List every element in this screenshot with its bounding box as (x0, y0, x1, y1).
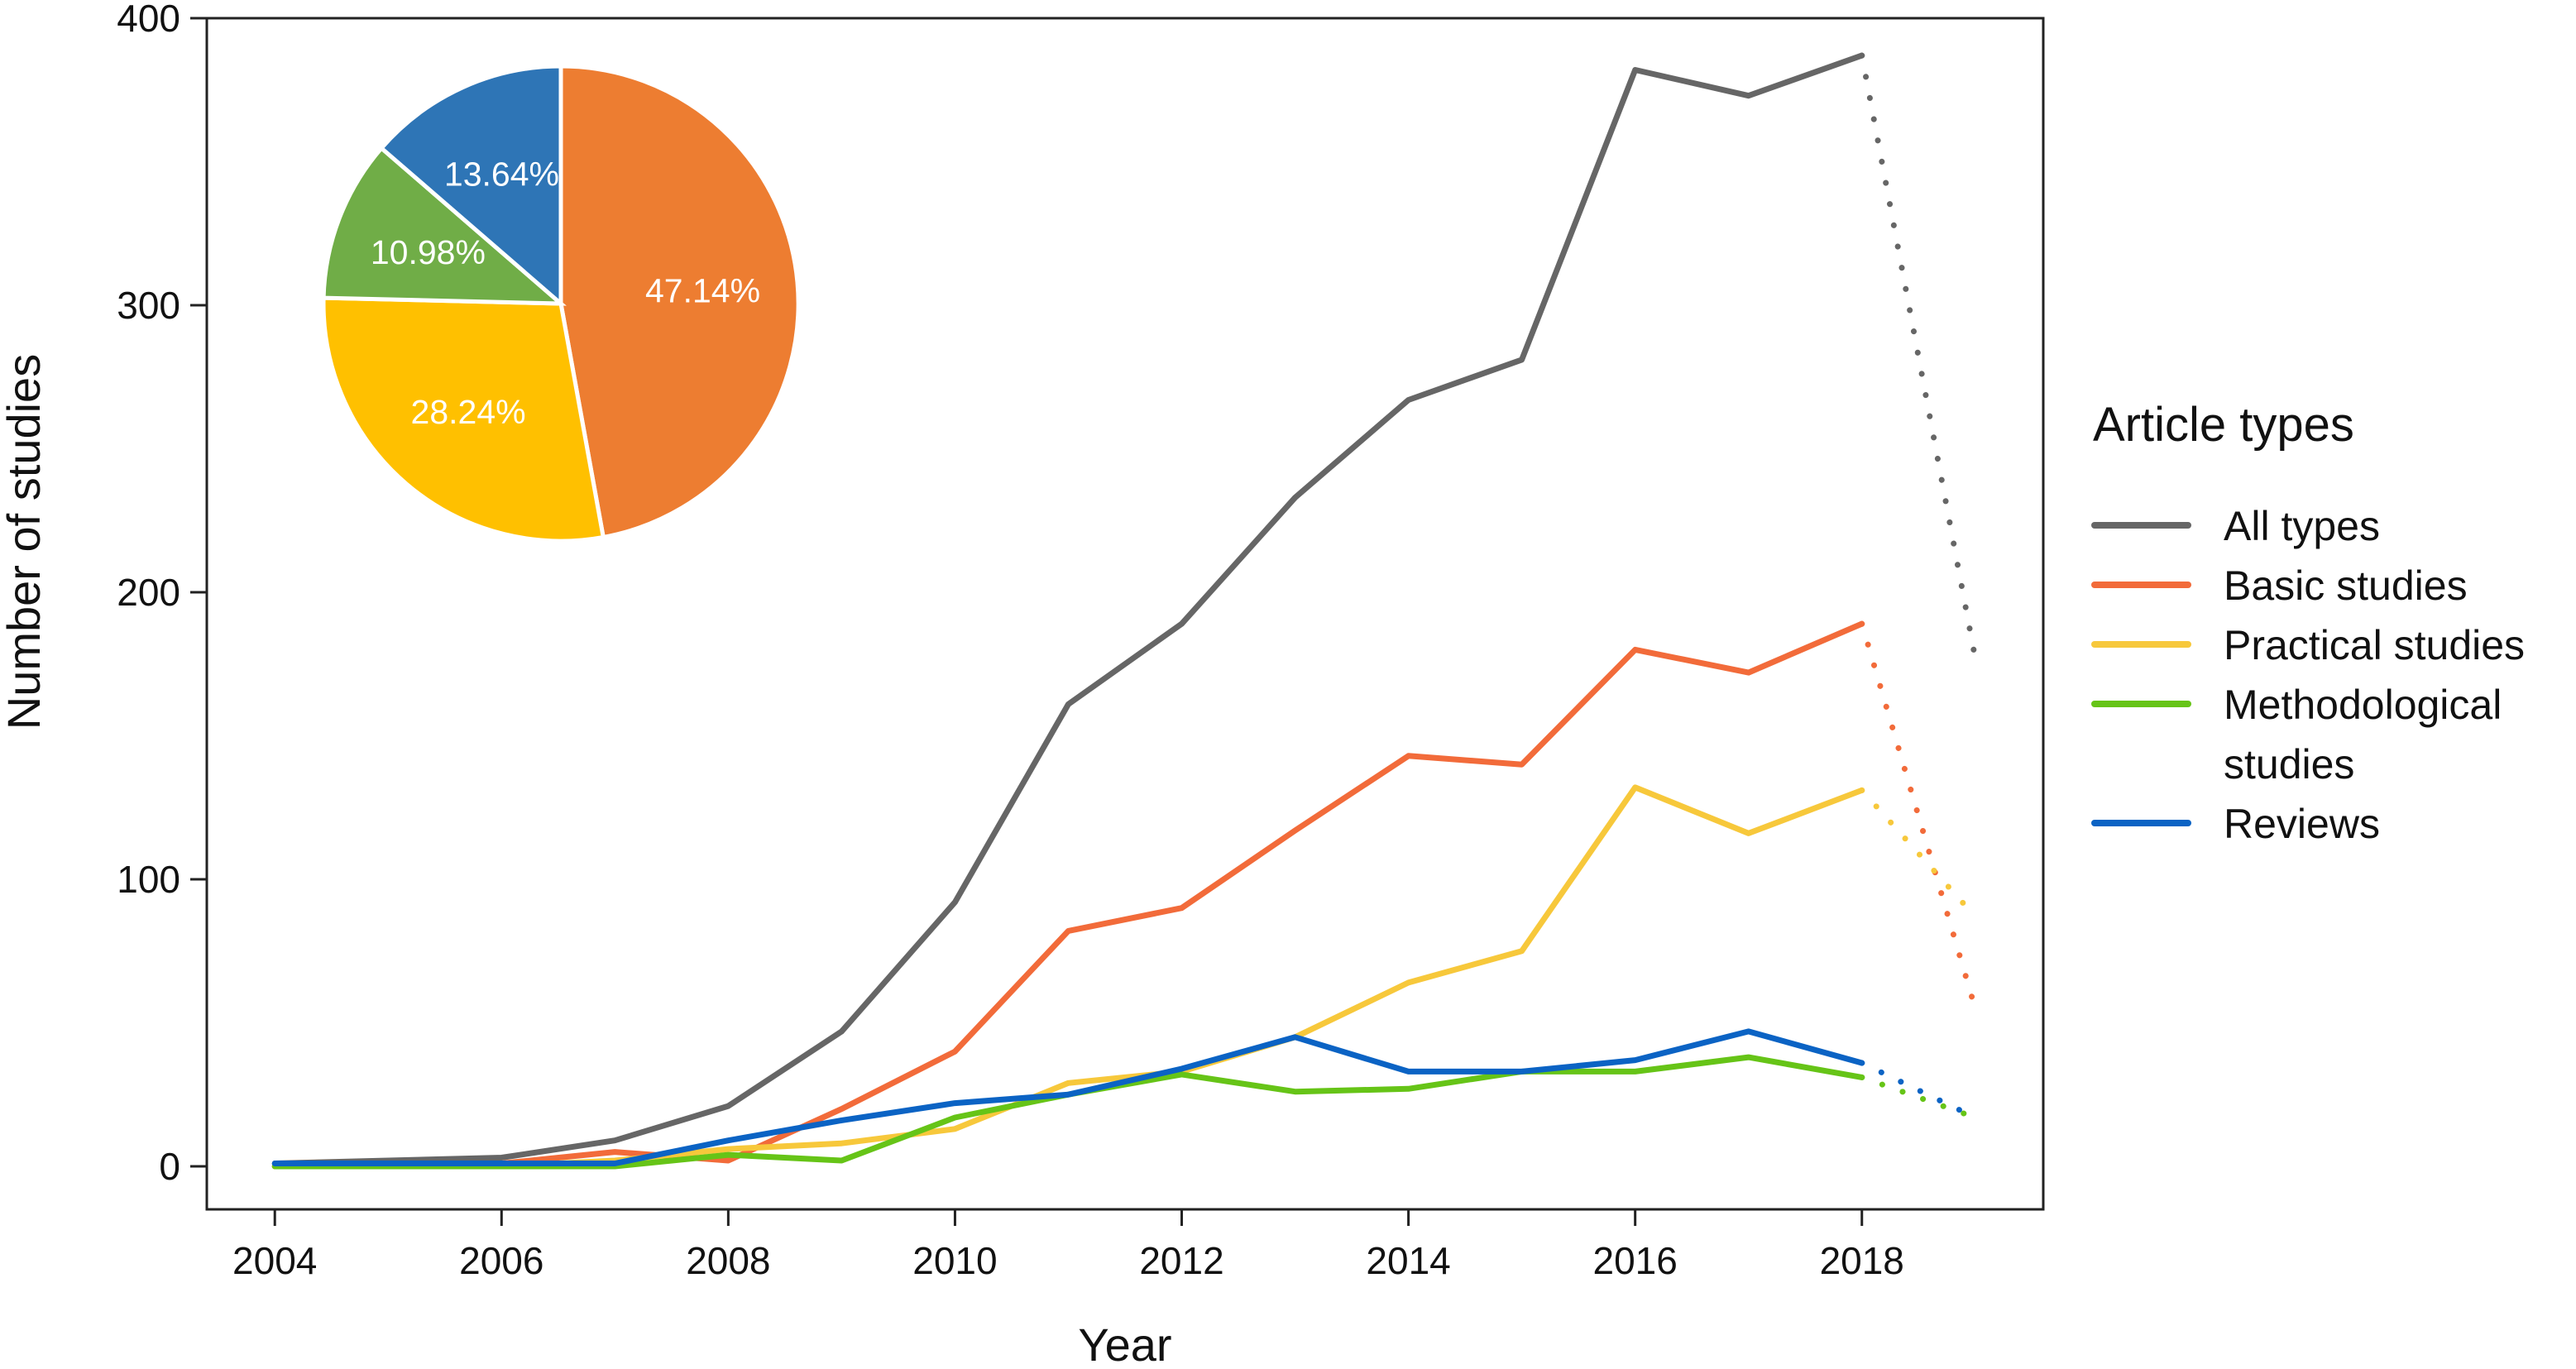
pie-slice (378, 64, 563, 309)
series-line-basic-studies (271, 620, 1865, 1170)
legend-entry-label: Practical studies (2224, 622, 2525, 668)
x-tick-label: 2012 (1139, 1239, 1223, 1282)
series-projection-basic-studies (1859, 620, 1979, 1012)
legend-entry-label: Methodological studies (2224, 682, 2502, 787)
series-projection-practical-studies (1859, 787, 1979, 920)
y-axis-title: Number of studies (0, 354, 50, 730)
pie-slice (558, 64, 801, 540)
x-axis-title: Year (1078, 1319, 1171, 1369)
legend-entry-label: Basic studies (2224, 562, 2468, 609)
x-tick-label: 2004 (232, 1239, 317, 1282)
legend-entry-label: All types (2224, 503, 2380, 549)
y-tick-label: 300 (117, 284, 180, 327)
series-projection-all-types (1859, 52, 1979, 662)
y-tick-label: 100 (117, 858, 180, 901)
pie-slice (321, 295, 606, 543)
series-line-all-types (271, 52, 1865, 1166)
pie-slice-label: 28.24% (411, 393, 526, 431)
series-line-reviews (271, 1028, 1865, 1166)
x-tick-label: 2008 (686, 1239, 770, 1282)
x-tick-label: 2006 (459, 1239, 543, 1282)
series-line-practical-studies (271, 784, 1865, 1170)
pie-slice-label: 10.98% (371, 233, 486, 271)
legend-title: Article types (2093, 398, 2354, 452)
y-tick-label: 400 (117, 0, 180, 40)
pie-slice-label: 13.64% (444, 155, 559, 193)
x-tick-label: 2016 (1592, 1239, 1677, 1282)
series-projection-reviews (1859, 1060, 1979, 1121)
x-tick-label: 2018 (1820, 1239, 1904, 1282)
y-tick-label: 200 (117, 571, 180, 614)
series-projection-methodological-studies (1859, 1074, 1979, 1121)
plot-frame (205, 17, 2045, 1211)
legend-entry-label: Reviews (2224, 801, 2380, 847)
pie-slice (321, 145, 567, 306)
x-tick-label: 2014 (1366, 1239, 1450, 1282)
x-tick-label: 2010 (912, 1239, 997, 1282)
series-line-methodological-studies (271, 1054, 1865, 1170)
pie-slice-label: 47.14% (645, 272, 760, 310)
y-tick-label: 0 (159, 1145, 180, 1188)
